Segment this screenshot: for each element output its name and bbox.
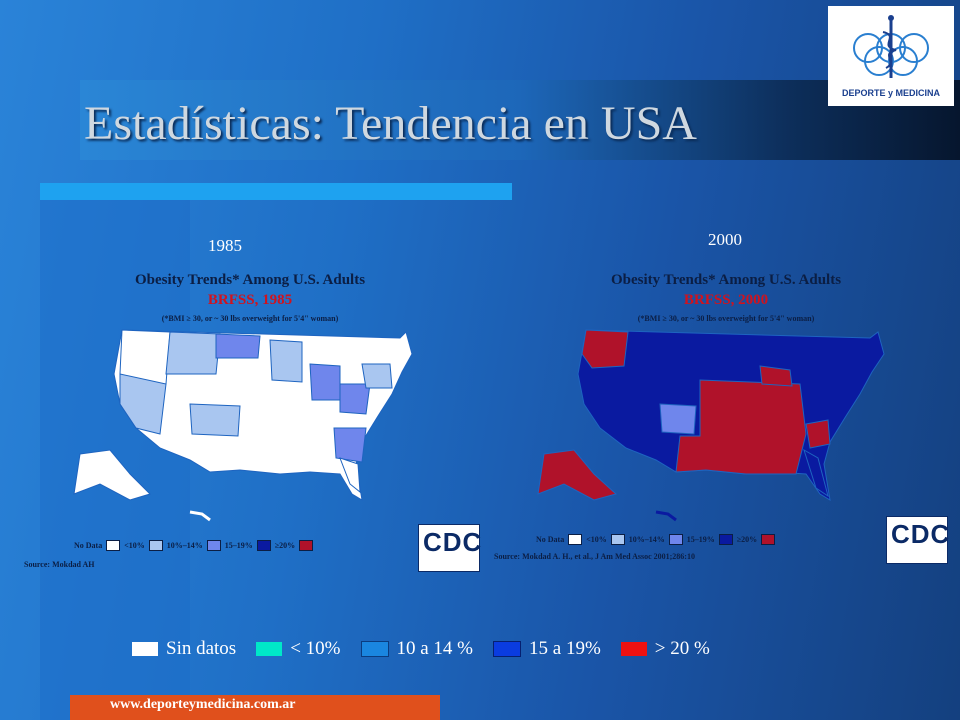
map-note: (*BMI ≥ 30, or ~ 30 lbs overweight for 5… <box>637 314 815 323</box>
mini-legend-label: ≥20% <box>274 541 296 550</box>
mini-legend-label: <10% <box>124 541 145 550</box>
mini-legend-label: No Data <box>74 541 103 550</box>
mini-legend-label: No Data <box>536 535 565 544</box>
map-subtitle: BRFSS, 2000 <box>683 292 769 308</box>
map-source: Source: Mokdad AH <box>24 560 95 569</box>
year-label-1985: 1985 <box>208 236 242 255</box>
map-subtitle: BRFSS, 1985 <box>207 292 293 308</box>
cdc-logo: CDC <box>418 524 483 572</box>
us-map-1985 <box>73 329 413 522</box>
legend-label: 10 a 14 % <box>396 638 474 659</box>
legend-swatch <box>132 642 158 656</box>
mini-legend-2000: No Data <10% 10%–14% 15–19% ≥20% <box>536 534 776 545</box>
cdc-logo-text: CDC <box>423 527 483 557</box>
color-legend: Sin datos < 10% 10 a 14 % 15 a 19% > 20 … <box>132 638 730 660</box>
mini-legend-label: 15–19% <box>224 541 253 550</box>
cdc-logo: CDC <box>886 516 951 564</box>
mini-legend-label: 10%–14% <box>628 535 665 544</box>
map-panel-1985: Obesity Trends* Among U.S. Adults BRFSS,… <box>24 262 481 577</box>
legend-swatch <box>620 642 647 656</box>
footer-url: www.deporteymedicina.com.ar <box>110 697 296 712</box>
cdc-logo-text: CDC <box>891 519 951 549</box>
footer-bar <box>70 695 440 720</box>
legend-label: < 10% <box>290 638 341 659</box>
legend-swatch <box>256 642 283 656</box>
year-label-2000: 2000 <box>708 230 742 249</box>
slide-title: Estadísticas: Tendencia en USA <box>84 97 697 150</box>
map-title: Obesity Trends* Among U.S. Adults <box>610 272 842 288</box>
logo-emblem-icon <box>853 15 929 78</box>
title-bar <box>80 80 960 160</box>
legend-swatch <box>360 641 389 657</box>
map-panel-2000: Obesity Trends* Among U.S. Adults BRFSS,… <box>494 262 952 577</box>
logo: DEPORTE y MEDICINA <box>828 6 954 106</box>
us-map-2000 <box>537 329 885 522</box>
mini-legend-label: <10% <box>586 535 607 544</box>
mini-legend-1985: No Data <10% 10%–14% 15–19% ≥20% <box>74 540 314 551</box>
map-title: Obesity Trends* Among U.S. Adults <box>134 272 366 288</box>
map-source: Source: Mokdad A. H., et al., J Am Med A… <box>494 552 695 561</box>
mini-legend-label: ≥20% <box>736 535 758 544</box>
logo-text: DEPORTE y MEDICINA <box>841 88 940 98</box>
mini-legend-label: 10%–14% <box>166 541 203 550</box>
legend-label: Sin datos <box>166 638 237 659</box>
legend-label: 15 a 19% <box>529 638 601 659</box>
legend-label: > 20 % <box>654 638 710 659</box>
title-underline <box>40 183 512 200</box>
map-note: (*BMI ≥ 30, or ~ 30 lbs overweight for 5… <box>161 314 339 323</box>
legend-swatch <box>493 641 522 657</box>
mini-legend-label: 15–19% <box>686 535 715 544</box>
